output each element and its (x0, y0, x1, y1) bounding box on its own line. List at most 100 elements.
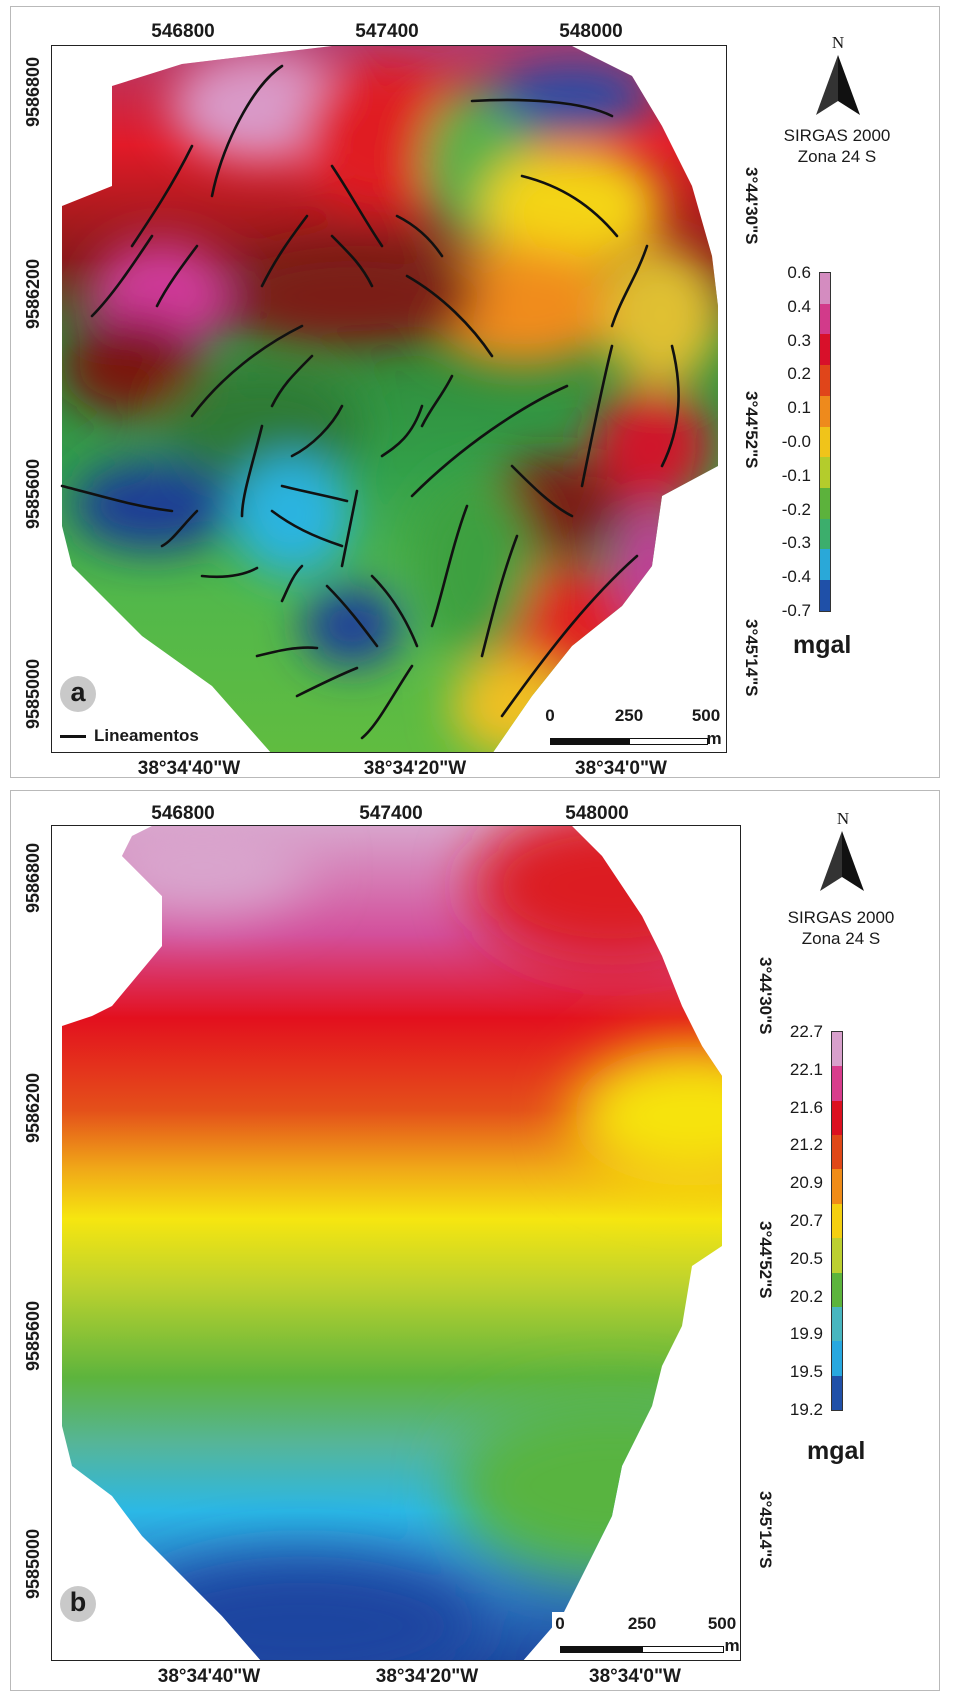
scale-unit: m (706, 729, 722, 748)
color-scale-label: 21.6 (789, 1097, 823, 1117)
right-tick-label: 3°45'14"S (756, 1491, 775, 1569)
color-scale-swatch (832, 1238, 842, 1273)
color-scale-swatch (820, 488, 830, 519)
color-scale-swatch (832, 1341, 842, 1376)
color-scale-label: 20.2 (789, 1286, 823, 1306)
left-tick-label: 9585600 (23, 1300, 43, 1371)
color-scale-swatch (820, 365, 830, 396)
color-scale-swatch (832, 1169, 842, 1204)
top-tick-label: 547400 (355, 21, 419, 42)
scale-bar: 0 250 500 m (552, 1612, 740, 1660)
color-scale-label: 22.1 (789, 1059, 823, 1079)
top-tick-label: 546800 (151, 803, 215, 824)
left-tick-label: 9586200 (23, 1072, 43, 1143)
scale-segment (642, 1646, 724, 1653)
color-scale-swatch (820, 580, 830, 611)
right-tick-label: 3°44'30"S (756, 957, 775, 1035)
color-scale-swatch (832, 1203, 842, 1239)
scale-label: 500 (691, 706, 721, 725)
scale-label: 250 (627, 1614, 657, 1633)
scale-bar: 0 250 500 m (542, 706, 722, 751)
color-scale-bar (831, 1031, 843, 1411)
color-scale-swatch (832, 1306, 842, 1342)
scale-label: 250 (614, 706, 644, 725)
lineaments (60, 64, 680, 740)
color-scale-swatch (820, 334, 830, 366)
color-scale-swatch (832, 1135, 842, 1170)
lineament-swatch (60, 734, 86, 738)
scale-label: 0 (555, 1614, 565, 1633)
datum-label: SIRGAS 2000 Zona 24 S (771, 907, 911, 949)
right-tick-label: 3°44'52"S (756, 1221, 775, 1299)
scale-unit: m (724, 1636, 740, 1655)
color-scale-swatch (820, 518, 830, 550)
datum-zone: Zona 24 S (797, 147, 877, 166)
bottom-tick-label: 38°34'40"W (157, 1666, 261, 1687)
color-scale-label: 20.7 (789, 1211, 823, 1230)
color-scale-label: 0.6 (787, 263, 811, 282)
color-scale-label: -0.1 (781, 465, 811, 485)
color-scale-swatch (832, 1272, 842, 1307)
top-tick-label: 548000 (565, 803, 629, 824)
lineament-legend: Lineamentos (60, 726, 199, 746)
color-scale-label: 22.7 (789, 1022, 823, 1041)
right-tick-label: 3°44'30"S (742, 167, 761, 245)
north-label: N (836, 809, 850, 828)
north-arrow-icon (816, 55, 860, 115)
color-scale-swatch (820, 426, 830, 458)
unit-label: mgal (793, 631, 852, 659)
map-panel-b: 546800 547400 548000 9586800 9586200 958… (10, 790, 940, 1691)
color-scale-label: 0.3 (787, 330, 811, 350)
color-scale-label: -0.3 (781, 533, 811, 553)
datum-name: SIRGAS 2000 (787, 908, 895, 927)
color-scale-label: 19.2 (789, 1400, 823, 1419)
left-tick-label: 9585600 (23, 458, 43, 529)
color-scale-label: -0.7 (781, 601, 811, 620)
anomaly-map (60, 46, 718, 752)
right-tick-label: 3°44'52"S (742, 391, 761, 469)
color-scale-bar (819, 272, 831, 612)
color-scale-swatch (832, 1100, 842, 1136)
color-scale-swatch (820, 303, 830, 335)
left-tick-label: 9585000 (23, 658, 43, 729)
bottom-tick-label: 38°34'0"W (589, 1666, 681, 1687)
color-scale-label: 0.4 (787, 296, 811, 316)
scale-segment (560, 1646, 642, 1653)
north-arrow-icon (820, 831, 864, 891)
top-tick-label: 548000 (559, 21, 623, 42)
color-scale-swatch (832, 1032, 842, 1067)
left-tick-label: 9586800 (23, 56, 43, 127)
scale-label: 500 (707, 1614, 737, 1633)
color-scale-label: 0.2 (787, 364, 811, 384)
color-scale-label: 21.2 (789, 1135, 823, 1155)
color-scale-label: -0.0 (781, 432, 811, 451)
north-label: N (831, 33, 845, 52)
color-scale-label: 0.1 (787, 398, 811, 418)
color-scale-swatch (820, 457, 830, 489)
color-scale-label: 19.5 (789, 1362, 823, 1382)
regional-field-map (62, 826, 722, 1660)
left-tick-label: 9585000 (23, 1528, 43, 1599)
map-frame: a Lineamentos 0 250 500 m (51, 45, 727, 753)
color-scale-label: 19.9 (789, 1324, 823, 1344)
scale-segment (629, 738, 708, 745)
color-scale-swatch (820, 395, 830, 427)
map-frame: b 0 250 500 m (51, 825, 741, 1661)
panel-a-label: a (60, 676, 96, 712)
color-scale-swatch (820, 549, 830, 581)
left-tick-label: 9586800 (23, 842, 43, 913)
color-scale-swatch (832, 1066, 842, 1101)
color-scale-label: 20.9 (789, 1173, 823, 1193)
datum-zone: Zona 24 S (801, 929, 881, 948)
color-scale-label: -0.4 (781, 567, 811, 587)
scale-segment (550, 738, 629, 745)
color-scale-swatch (820, 273, 830, 304)
lineament-legend-label: Lineamentos (94, 726, 199, 745)
datum-name: SIRGAS 2000 (783, 126, 891, 145)
left-tick-label: 9586200 (23, 258, 43, 329)
color-scale-swatch (832, 1375, 842, 1410)
datum-label: SIRGAS 2000 Zona 24 S (767, 125, 907, 167)
panel-b-label: b (60, 1586, 96, 1622)
color-scale-label: 20.5 (789, 1248, 823, 1268)
right-tick-label: 3°45'14"S (742, 619, 761, 697)
